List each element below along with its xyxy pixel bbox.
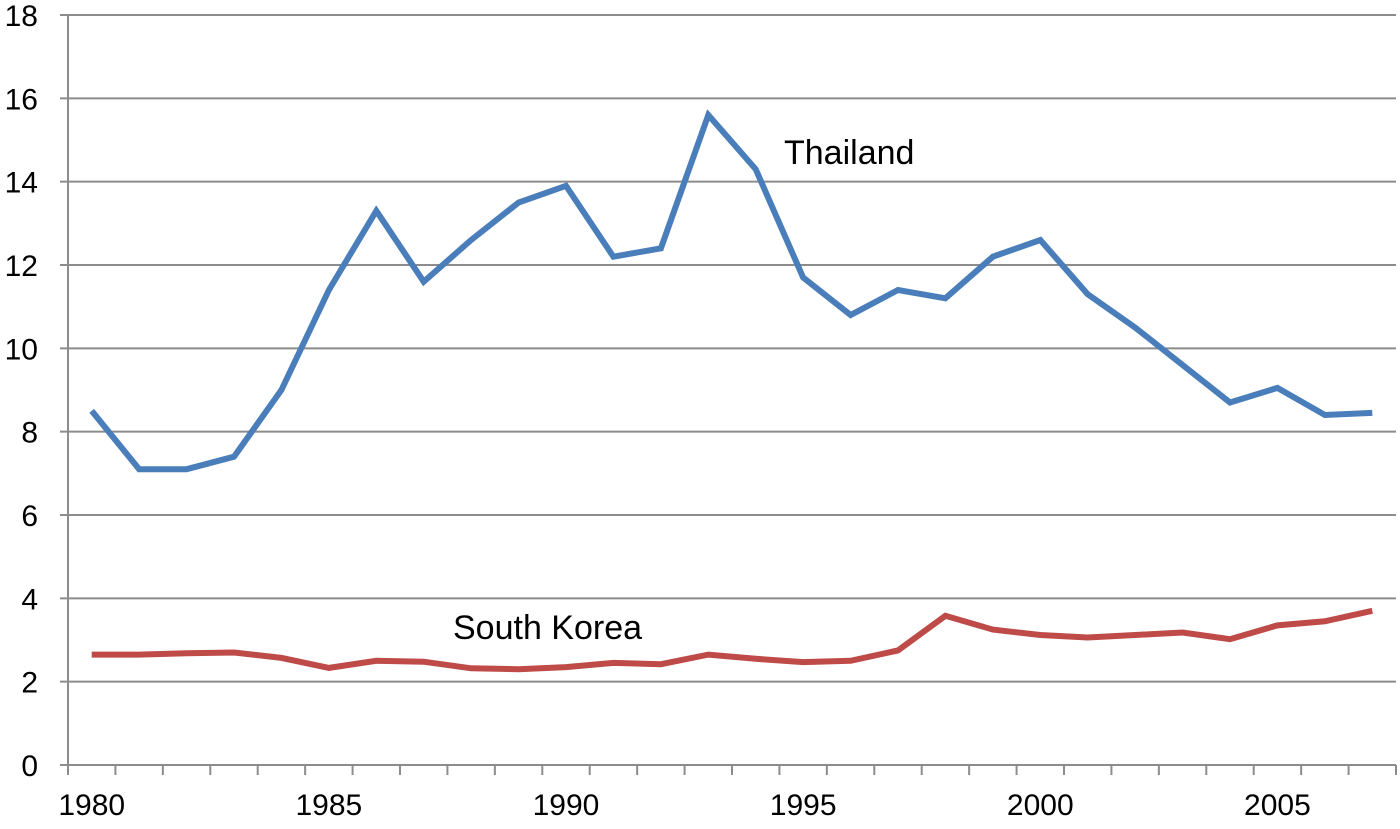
y-tick-label: 2 (21, 667, 38, 700)
series-line-south-korea (92, 611, 1373, 669)
axes (60, 15, 1396, 775)
y-tick-label: 16 (5, 83, 38, 116)
y-tick-label: 6 (21, 500, 38, 533)
x-tick-label: 1980 (58, 789, 125, 822)
y-tick-label: 12 (5, 250, 38, 283)
x-tick-label: 1985 (295, 789, 362, 822)
x-tick-label: 2005 (1244, 789, 1311, 822)
x-tick-label: 2000 (1007, 789, 1074, 822)
series-lines (92, 115, 1373, 669)
series-annotation-south-korea: South Korea (453, 609, 642, 647)
y-tick-label: 18 (5, 0, 38, 33)
x-tick-label: 1990 (533, 789, 600, 822)
y-tick-label: 8 (21, 417, 38, 450)
y-tick-label: 0 (21, 750, 38, 783)
y-tick-label: 10 (5, 333, 38, 366)
y-tick-label: 14 (5, 167, 38, 200)
x-tick-label: 1995 (770, 789, 837, 822)
tick-labels: 0 2 4 6 8 10 12 14 16 18 1980 1985 1990 1995 2000 2005 (5, 0, 1311, 822)
y-tick-label: 4 (21, 583, 38, 616)
series-annotations: Thailand South Korea (453, 134, 914, 647)
series-line-thailand (92, 115, 1373, 469)
series-annotation-thailand: Thailand (784, 134, 914, 172)
gridlines (60, 15, 1396, 682)
